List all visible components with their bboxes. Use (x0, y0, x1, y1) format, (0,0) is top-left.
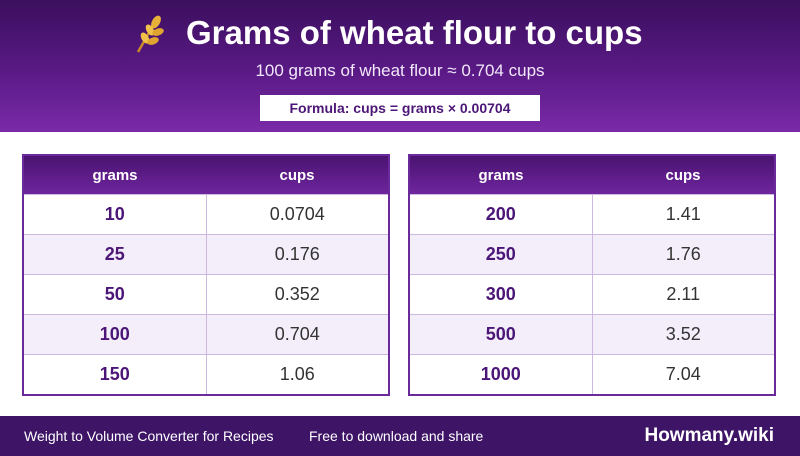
table-row: 200 1.41 (410, 194, 774, 234)
table-row: 50 0.352 (24, 274, 388, 314)
column-header: cups (665, 166, 701, 184)
table: grams cups 200 1.41 250 1.76 300 2.11 500 3.52 100… (408, 154, 776, 396)
formula: Formula: cups = grams × 0.00704 (260, 95, 540, 121)
table-row: 300 2.11 (410, 274, 774, 314)
footer-text: Free to download and share (309, 428, 484, 444)
table: grams cups 10 0.0704 25 0.176 50 0.352 100 0.704 1… (22, 154, 390, 396)
table-row: 25 0.176 (24, 234, 388, 274)
table-row: 150 1.06 (24, 354, 388, 394)
table-row: 10 0.0704 (24, 194, 388, 234)
cups-cell: 2.11 (666, 284, 701, 304)
cups-cell: 1.76 (665, 244, 701, 264)
cups-cell: 0.176 (274, 244, 320, 264)
column-header: cups (279, 166, 315, 184)
cups-cell: 0.352 (274, 284, 320, 304)
grams-cell: 150 (24, 355, 207, 394)
table-row: 500 3.52 (410, 314, 774, 354)
grams-cell: 25 (24, 235, 207, 274)
table-header: grams cups (24, 156, 388, 194)
cups-cell: 0.704 (274, 324, 320, 344)
grams-cell: 200 (410, 195, 593, 234)
grams-cell: 1000 (410, 355, 593, 394)
grams-cell: 250 (410, 235, 593, 274)
grams-cell: 500 (410, 315, 593, 354)
grams-cell: 10 (24, 195, 207, 234)
cups-cell: 3.52 (665, 324, 701, 344)
subtitle: 100 grams of wheat flour ≈ 0.704 cups (255, 61, 545, 80)
table-row: 250 1.76 (410, 234, 774, 274)
grams-cell: 50 (24, 275, 207, 314)
table-row: 1000 7.04 (410, 354, 774, 394)
cups-cell: 7.04 (665, 364, 701, 384)
header: Grams of wheat flour to cups 100 grams o… (0, 0, 800, 132)
title: Grams of wheat flour to cups (186, 14, 643, 51)
cups-cell: 1.06 (279, 364, 315, 384)
brand: Howmany.wiki (644, 425, 774, 446)
column-header: grams (478, 166, 524, 184)
wheat-icon (136, 15, 164, 53)
grams-cell: 100 (24, 315, 207, 354)
table-header: grams cups (410, 156, 774, 194)
cups-cell: 0.0704 (269, 204, 325, 224)
footer-text: Weight to Volume Converter for Recipes (24, 428, 274, 444)
cups-cell: 1.41 (665, 204, 701, 224)
table-row: 100 0.704 (24, 314, 388, 354)
footer: Weight to Volume Converter for Recipes F… (0, 416, 800, 456)
grams-cell: 300 (410, 275, 593, 314)
column-header: grams (92, 166, 138, 184)
